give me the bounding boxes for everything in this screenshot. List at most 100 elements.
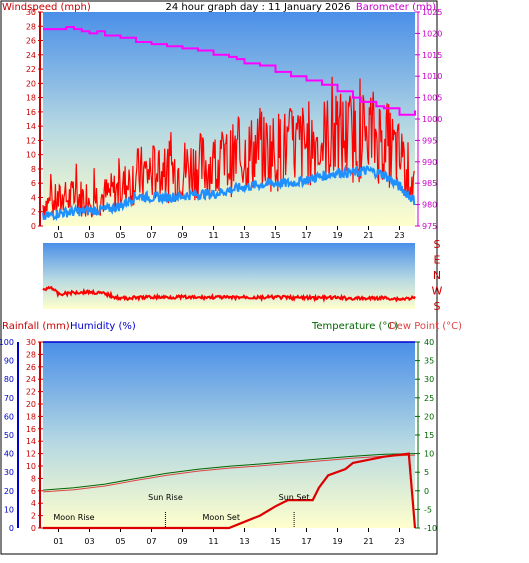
temperature-tick-label: 20 [424, 412, 434, 421]
barometer-tick-label: 975 [422, 222, 437, 231]
barometer-tick-label: 990 [422, 158, 437, 167]
direction-label: W [432, 285, 443, 298]
temperature-tick-label: 40 [424, 338, 434, 347]
hour-tick-label: 15 [270, 537, 280, 546]
hour-tick-label: 17 [301, 231, 311, 240]
rain-tick-label: 10 [26, 462, 36, 471]
barometer-line [43, 26, 416, 116]
rain-tick-label: 8 [31, 474, 36, 483]
dewpoint-label: Dew Point (°C) [389, 321, 462, 332]
barometer-tick-label: 1015 [422, 51, 442, 60]
temperature-tick-label: 0 [424, 487, 429, 496]
hour-tick-label: 13 [239, 231, 249, 240]
rain-tick-label: 30 [26, 338, 36, 347]
hour-tick-label: 17 [301, 537, 311, 546]
marker-label: Sun Rise [148, 493, 183, 502]
hour-tick-label: 01 [53, 537, 63, 546]
wind-tick-label: 30 [26, 8, 36, 17]
rain-tick-label: 24 [26, 375, 36, 384]
wind-tick-label: 24 [26, 51, 36, 60]
hour-tick-label: 11 [208, 231, 218, 240]
wind-series [42, 26, 416, 222]
wind-tick-label: 0 [31, 222, 36, 231]
rain-tick-label: 4 [31, 499, 36, 508]
hour-tick-label: 15 [270, 231, 280, 240]
wind-x-ticks: 01 03 05 07 09 11 13 15 17 19 21 23 [53, 226, 405, 240]
temperature-tick-label: -5 [424, 505, 432, 514]
rain-tick-label: 28 [26, 350, 36, 359]
humidity-tick-label: 20 [4, 487, 14, 496]
barometer-tick-label: 1020 [422, 29, 442, 38]
barometer-tick-label: 985 [422, 179, 437, 188]
temperature-label: Temperature (°C) [311, 321, 398, 332]
wind-tick-label: 16 [26, 108, 36, 117]
wind-tick-label: 20 [26, 79, 36, 88]
barometer-tick-label: 1000 [422, 115, 442, 124]
hour-tick-label: 19 [332, 537, 342, 546]
humidity-label: Humidity (%) [70, 321, 136, 332]
rain-tick-label: 6 [31, 487, 36, 496]
marker-label: Moon Rise [53, 513, 94, 522]
humidity-tick-label: 10 [4, 505, 14, 514]
temperature-line [42, 453, 416, 491]
humidity-tick-label: 40 [4, 450, 14, 459]
hour-tick-label: 21 [363, 231, 373, 240]
rain-tick-label: 18 [26, 412, 36, 421]
marker-label: Moon Set [203, 513, 240, 522]
humidity-tick-label: 70 [4, 394, 14, 403]
rain-tick-label: 26 [26, 363, 36, 372]
direction-label: S [434, 300, 441, 313]
wind-tick-label: 8 [31, 165, 36, 174]
windspeed-label: Windspeed (mph) [2, 2, 91, 13]
temperature-tick-label: 35 [424, 357, 434, 366]
hour-tick-label: 03 [84, 537, 94, 546]
hour-tick-label: 11 [208, 537, 218, 546]
temperature-tick-label: 15 [424, 431, 434, 440]
hour-tick-label: 05 [115, 537, 125, 546]
outer-frame [0, 0, 438, 555]
hour-tick-label: 13 [239, 537, 249, 546]
rainfall-label: Rainfall (mm) [2, 321, 70, 332]
wind-tick-label: 12 [26, 136, 36, 145]
barometer-axis-ticks: 975 980 985 990 995 1000 1005 1010 1015 1020 1025 [415, 8, 442, 231]
hour-tick-label: 09 [177, 231, 187, 240]
barometer-tick-label: 1010 [422, 72, 442, 81]
humidity-tick-label: 60 [4, 412, 14, 421]
hour-tick-label: 23 [394, 231, 404, 240]
wind-tick-label: 6 [31, 179, 36, 188]
humidity-tick-label: 90 [4, 357, 14, 366]
wind-tick-label: 14 [26, 122, 36, 131]
hour-tick-label: 03 [84, 231, 94, 240]
rain-tick-label: 2 [31, 512, 36, 521]
temperature-tick-label: 5 [424, 468, 429, 477]
direction-label: S [434, 238, 441, 251]
wind-tick-label: 22 [26, 65, 36, 74]
barometer-tick-label: 995 [422, 136, 437, 145]
temperature-tick-label: 25 [424, 394, 434, 403]
temp-axis-ticks: 0102030405060708090100024681012141618202… [0, 338, 437, 533]
direction-series [42, 285, 416, 303]
hour-tick-label: 07 [146, 537, 156, 546]
wind-speed-line [42, 163, 416, 222]
wind-direction-line [42, 285, 416, 303]
hour-tick-label: 23 [394, 537, 404, 546]
wind-tick-label: 26 [26, 37, 36, 46]
temp-plot-area [43, 342, 415, 528]
humidity-tick-label: 50 [4, 431, 14, 440]
rain-tick-label: 12 [26, 450, 36, 459]
wind-tick-label: 4 [31, 193, 36, 202]
chart-title: 24 hour graph day : 11 January 2026 [166, 2, 351, 13]
hour-tick-label: 01 [53, 231, 63, 240]
hour-tick-label: 09 [177, 537, 187, 546]
direction-label: E [434, 254, 441, 267]
wind-tick-label: 10 [26, 151, 36, 160]
direction-label: N [433, 269, 441, 282]
hour-tick-label: 19 [332, 231, 342, 240]
hour-tick-label: 21 [363, 537, 373, 546]
temperature-tick-label: 30 [424, 375, 434, 384]
rain-tick-label: 20 [26, 400, 36, 409]
rain-tick-label: 16 [26, 425, 36, 434]
